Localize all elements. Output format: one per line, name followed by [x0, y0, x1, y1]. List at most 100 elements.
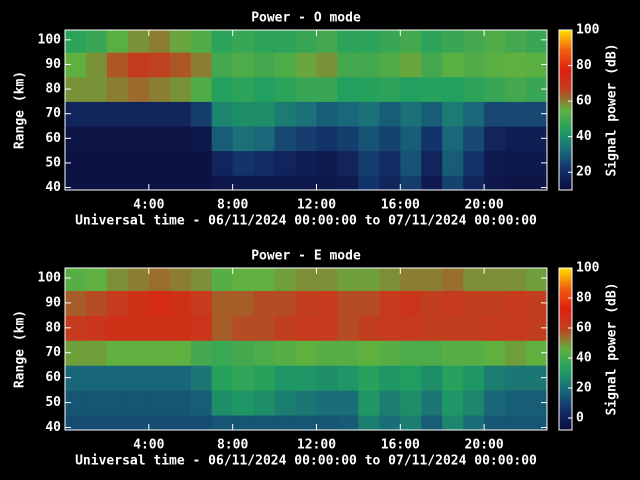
heat-cell	[232, 175, 255, 191]
heat-cell	[358, 290, 380, 316]
heat-cell	[316, 150, 338, 176]
heat-cell	[358, 365, 380, 391]
heat-cell	[400, 150, 422, 176]
heat-cell	[190, 175, 213, 191]
heat-cell	[400, 415, 422, 431]
heat-cell	[505, 415, 527, 431]
heat-cell	[484, 101, 506, 127]
heat-cell	[274, 290, 297, 316]
heat-cell	[358, 175, 380, 191]
heat-cell	[85, 290, 108, 316]
x-tick-label: 20:00	[465, 198, 504, 213]
heat-cell	[421, 365, 443, 391]
heat-cell	[442, 315, 464, 341]
heat-cell	[65, 150, 87, 176]
x-tick-label: 20:00	[465, 438, 504, 453]
heat-cell	[295, 30, 317, 53]
heat-cell	[232, 390, 255, 416]
y-tick-label: 60	[45, 131, 61, 146]
heat-cell	[442, 52, 464, 78]
heat-cell	[65, 175, 87, 191]
heat-cell	[65, 76, 87, 102]
y-tick-label: 80	[45, 82, 61, 97]
heat-cell	[337, 126, 359, 152]
heat-cell	[337, 390, 359, 416]
heat-cell	[421, 290, 443, 316]
heat-cell	[274, 390, 297, 416]
heat-cell	[337, 315, 359, 341]
heat-cell	[505, 76, 527, 102]
heat-cell	[295, 340, 317, 366]
heat-cell	[127, 126, 150, 152]
heat-cell	[358, 126, 380, 152]
heat-cell	[127, 52, 150, 78]
heat-cell	[190, 415, 213, 431]
heat-cell	[85, 30, 108, 53]
heat-cell	[358, 52, 380, 78]
y-tick-label: 70	[45, 345, 61, 360]
heat-cell	[400, 365, 422, 391]
heat-cell	[316, 76, 338, 102]
colorbar-tick-label: 20	[576, 165, 592, 180]
heat-cell	[190, 268, 213, 291]
heat-cell	[169, 415, 192, 431]
heat-cell	[148, 315, 171, 341]
heat-cell	[463, 175, 485, 191]
heat-cell	[106, 340, 129, 366]
heat-cell	[190, 290, 213, 316]
heat-cell	[400, 290, 422, 316]
heat-cell	[253, 315, 276, 341]
heat-cell	[253, 30, 276, 53]
heat-cell	[211, 315, 234, 341]
heat-cell	[211, 52, 234, 78]
heat-cell	[442, 76, 464, 102]
heat-cell	[463, 150, 485, 176]
heat-cell	[442, 101, 464, 127]
heat-cell	[127, 30, 150, 53]
x-axis-label: Universal time - 06/11/2024 00:00:00 to …	[75, 214, 537, 229]
heat-cell	[463, 340, 485, 366]
heat-cell	[127, 101, 150, 127]
colorbar-tick-label: 40	[576, 129, 592, 144]
heat-cell	[379, 52, 401, 78]
heat-cell	[211, 268, 234, 291]
heat-cell	[379, 290, 401, 316]
heat-cell	[442, 390, 464, 416]
heat-cell	[442, 126, 464, 152]
heat-cell	[526, 52, 548, 78]
heat-cell	[253, 52, 276, 78]
heat-cell	[337, 101, 359, 127]
heat-cell	[316, 126, 338, 152]
heat-cell	[442, 268, 464, 291]
heat-cell	[337, 52, 359, 78]
heat-cell	[526, 415, 548, 431]
chart-title: Power - E mode	[251, 249, 361, 264]
heat-cell	[484, 175, 506, 191]
heat-cell	[505, 390, 527, 416]
heat-cell	[253, 101, 276, 127]
heat-cell	[316, 30, 338, 53]
x-tick-label: 16:00	[381, 198, 420, 213]
heat-cell	[379, 365, 401, 391]
heat-cell	[295, 415, 317, 431]
heat-cell	[442, 365, 464, 391]
heat-cell	[421, 52, 443, 78]
heat-cell	[190, 76, 213, 102]
heat-cell	[106, 126, 129, 152]
heat-cell	[169, 101, 192, 127]
heat-cell	[127, 268, 150, 291]
heat-cell	[400, 30, 422, 53]
heat-cell	[148, 290, 171, 316]
heat-cell	[316, 365, 338, 391]
heat-cell	[400, 340, 422, 366]
heat-cell	[253, 290, 276, 316]
heat-cell	[211, 126, 234, 152]
heat-cell	[211, 415, 234, 431]
heat-cell	[484, 126, 506, 152]
heat-cell	[211, 365, 234, 391]
heat-cell	[106, 76, 129, 102]
heat-cell	[505, 365, 527, 391]
heat-cell	[127, 175, 150, 191]
heat-cell	[127, 76, 150, 102]
y-tick-label: 40	[45, 180, 61, 195]
